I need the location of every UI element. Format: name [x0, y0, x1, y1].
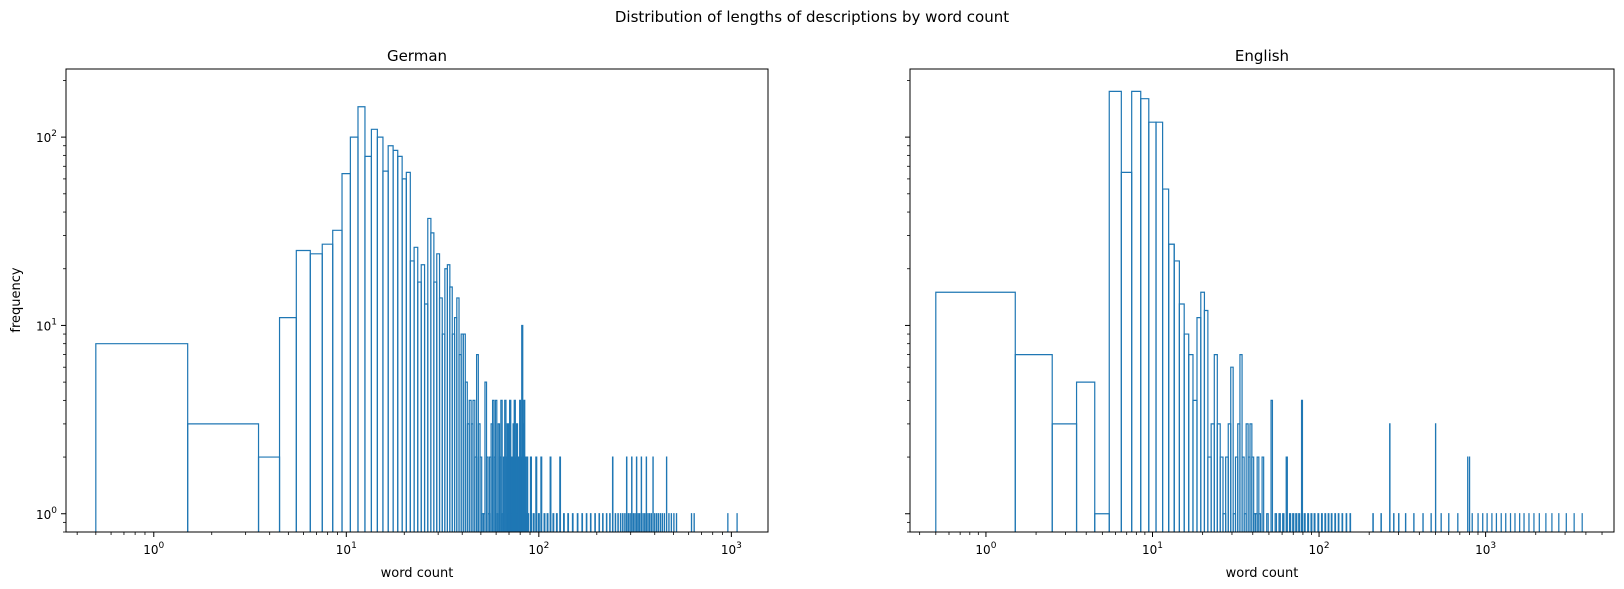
y-tick-label: 100: [36, 506, 57, 522]
histogram-bin: [1303, 513, 1306, 532]
x-tick-label: 100: [143, 541, 164, 557]
x-axis-label: word count: [381, 566, 454, 581]
axes-frame: [909, 68, 1615, 533]
histogram-bin: [1270, 399, 1274, 532]
figure-suptitle: Distribution of lengths of descriptions …: [615, 8, 1009, 26]
histogram-bin: [526, 456, 529, 532]
histogram-bin: [1300, 399, 1304, 532]
histogram-bin: [506, 423, 510, 532]
histogram-bin: [479, 456, 483, 532]
histogram-bin: [1203, 309, 1209, 532]
histogram-bin: [567, 513, 570, 532]
histogram-bin: [529, 456, 532, 532]
histogram-bin: [510, 456, 513, 532]
axes-frame: [65, 68, 769, 533]
x-tick-label: 100: [975, 541, 996, 557]
histogram-bin: [1317, 513, 1320, 532]
histogram-bin: [546, 513, 549, 532]
y-axis-ticks: 100 101 102: [36, 80, 66, 533]
histogram-bin: [1320, 513, 1323, 532]
histogram-bin: [1330, 513, 1333, 532]
histogram-bin: [1285, 456, 1288, 532]
histogram-bin: [532, 513, 535, 532]
x-axis-label: word count: [1226, 566, 1299, 581]
histogram-bin: [527, 513, 530, 532]
x-tick-label: 102: [528, 541, 549, 557]
histogram-bin: [1258, 513, 1262, 532]
histogram-bin: [559, 456, 562, 532]
x-tick-label: 102: [1309, 541, 1330, 557]
histogram-bin: [1230, 366, 1234, 532]
subplot-german: German 100 101 102 103 100 101 102 word count…: [9, 47, 769, 581]
histogram-bin: [1313, 513, 1316, 532]
histogram-bin: [515, 423, 519, 532]
histogram-bin: [1327, 513, 1330, 532]
histogram-bin: [581, 513, 584, 532]
histogram-bin: [571, 513, 574, 532]
histogram-bin: [1274, 513, 1278, 532]
subplot-title: German: [387, 47, 447, 65]
x-tick-label: 101: [336, 541, 357, 557]
histogram-bin: [1288, 513, 1292, 532]
histogram-bin: [549, 456, 552, 532]
histogram-bin: [1334, 513, 1337, 532]
histogram-bin: [485, 456, 489, 532]
histogram-bin: [1337, 513, 1340, 532]
histogram-bin: [1292, 513, 1295, 532]
subplot-english: English 100 101 102 103 word count: [905, 47, 1615, 581]
histogram-bin: [1278, 513, 1281, 532]
x-tick-label: 101: [1142, 541, 1163, 557]
histogram-bin: [524, 456, 527, 532]
histogram-bin: [540, 456, 543, 532]
histogram-bin: [1298, 513, 1301, 532]
histogram-marks: [935, 90, 1583, 532]
histogram-bin: [535, 456, 538, 532]
histogram-bin: [1341, 513, 1344, 532]
y-axis-label: frequency: [9, 267, 24, 333]
histogram-bin: [1310, 513, 1313, 532]
histogram-bin: [563, 513, 565, 532]
histogram-bin: [537, 513, 540, 532]
x-axis-ticks: 100 101 102 103: [919, 532, 1603, 557]
histogram-bin: [1251, 456, 1255, 532]
histogram-bin: [576, 513, 579, 532]
histogram-bin: [555, 513, 558, 532]
histogram-bin: [1282, 513, 1285, 532]
x-axis-ticks: 100 101 102 103: [76, 532, 742, 557]
histogram-bin: [543, 513, 546, 532]
histogram-bin: [1239, 354, 1243, 532]
histogram-bin: [494, 399, 498, 532]
subplot-title: English: [1235, 47, 1289, 65]
histogram-bin: [1219, 456, 1224, 532]
y-tick-label: 101: [36, 317, 57, 333]
histogram-bin: [1261, 456, 1265, 532]
histogram-bin: [1295, 513, 1298, 532]
histogram-bin: [1241, 456, 1245, 532]
histogram-bin: [552, 513, 555, 532]
y-axis-ticks: [905, 80, 910, 533]
histogram-bin: [1266, 513, 1269, 532]
histogram-bin: [1324, 513, 1327, 532]
x-tick-label: 103: [721, 541, 742, 557]
histogram-bin: [1307, 513, 1310, 532]
histogram-bin: [500, 399, 503, 532]
histogram-bin: [1075, 381, 1096, 532]
y-tick-label: 102: [36, 129, 57, 145]
x-tick-label: 103: [1475, 541, 1496, 557]
histogram-marks: [95, 106, 738, 532]
histogram-bin: [1256, 456, 1260, 532]
